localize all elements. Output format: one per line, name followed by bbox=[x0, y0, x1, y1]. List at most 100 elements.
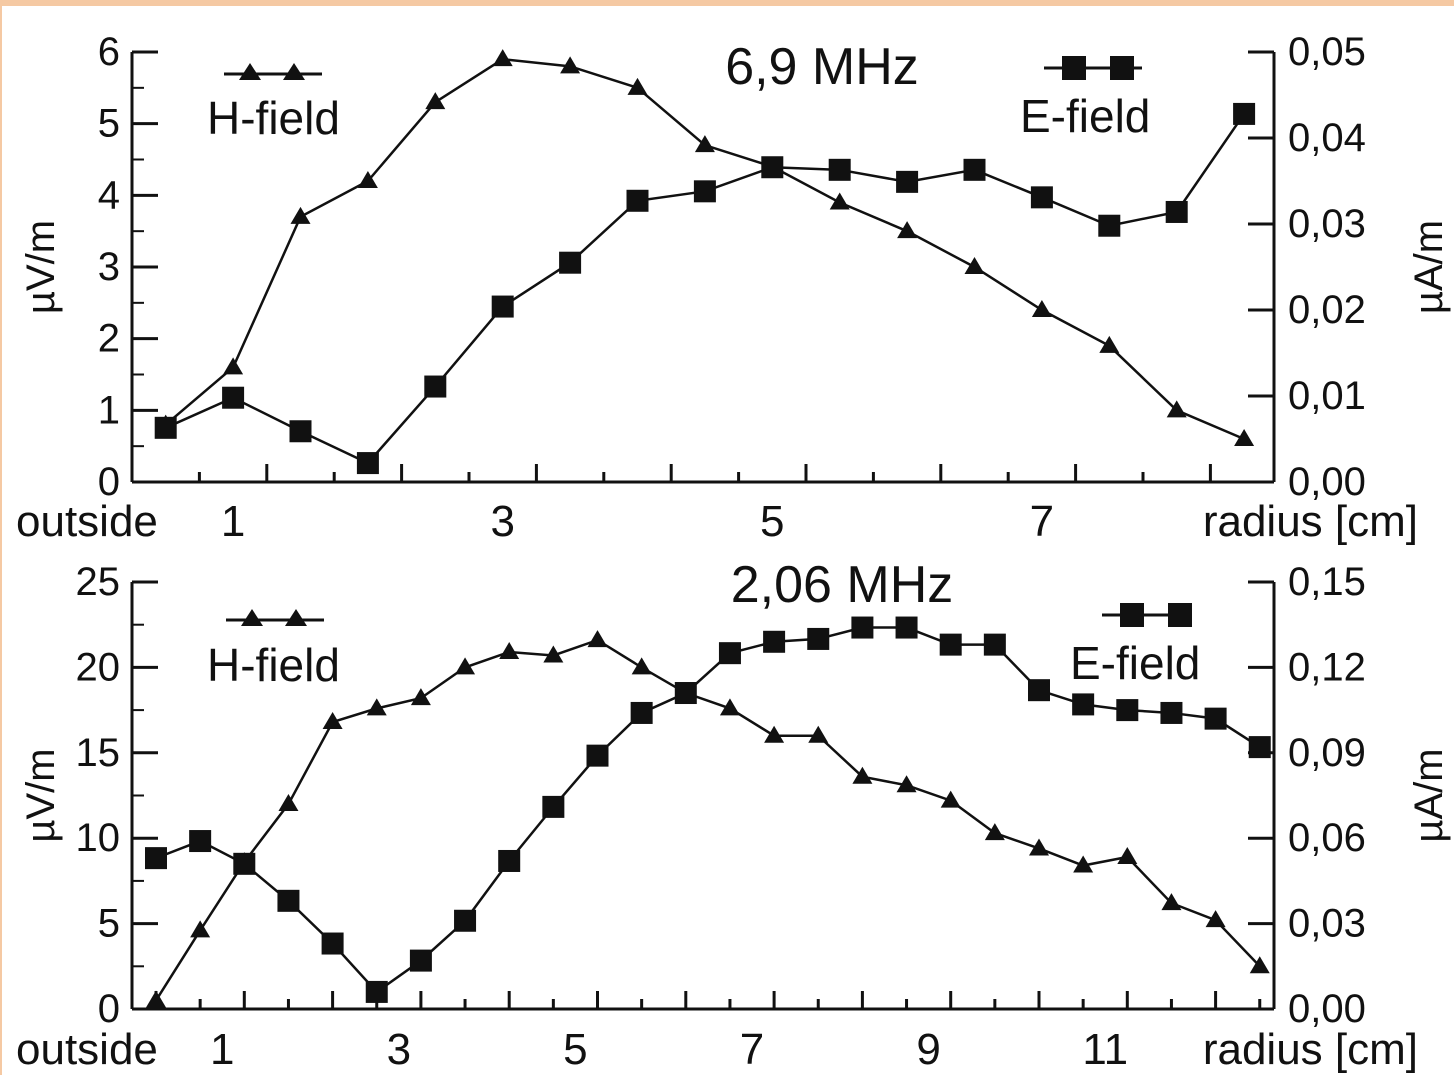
e-field-point bbox=[718, 642, 741, 665]
y-tick-label-left: 2 bbox=[98, 317, 120, 361]
legend-h-label: H-field bbox=[207, 639, 340, 691]
h-field-point bbox=[190, 920, 211, 938]
e-field-point bbox=[321, 932, 344, 955]
x-label-outside: outside bbox=[16, 497, 158, 546]
h-field-point bbox=[694, 135, 715, 153]
legend-h-marker bbox=[241, 609, 263, 626]
y-tick-label-right: 0,02 bbox=[1288, 288, 1366, 332]
h-field-point bbox=[366, 698, 387, 716]
y-tick-label-right: 0,09 bbox=[1288, 731, 1366, 775]
h-field-point bbox=[278, 794, 299, 812]
h-field-point bbox=[1166, 400, 1187, 418]
e-field-point bbox=[424, 375, 447, 398]
y-tick-label-right: 0,12 bbox=[1288, 645, 1366, 689]
e-field-point bbox=[963, 158, 986, 181]
h-field-point bbox=[896, 775, 917, 793]
h-field-point bbox=[627, 77, 648, 95]
y-tick-label-left: 0 bbox=[98, 987, 120, 1031]
chart-panel-2: 05101520250,000,030,060,090,120,15outsid… bbox=[16, 556, 1451, 1074]
y-tick-label-right: 0,06 bbox=[1288, 816, 1366, 860]
y-tick-label-left: 0 bbox=[98, 460, 120, 504]
e-field-point bbox=[356, 452, 379, 475]
h-field-point bbox=[1117, 846, 1138, 864]
y-tick-label-left: 4 bbox=[98, 173, 120, 217]
h-field-point bbox=[587, 630, 608, 648]
e-field-point bbox=[409, 949, 432, 972]
e-field-point bbox=[939, 633, 962, 656]
legend-e-label: E-field bbox=[1020, 90, 1150, 142]
e-field-point bbox=[365, 980, 388, 1003]
e-field-point bbox=[1204, 707, 1227, 730]
h-field-point bbox=[719, 698, 740, 716]
h-field-point bbox=[964, 257, 985, 274]
e-field-point bbox=[222, 386, 245, 409]
y-tick-label-left: 5 bbox=[98, 102, 120, 146]
y-axis-title-left: µV/m bbox=[19, 748, 63, 842]
e-field-point bbox=[1165, 200, 1188, 223]
h-field-point bbox=[410, 688, 431, 706]
e-field-point bbox=[983, 633, 1006, 656]
h-field-point bbox=[146, 990, 166, 1008]
h-field-point bbox=[357, 171, 378, 188]
h-field-point bbox=[1031, 300, 1052, 317]
h-field-point bbox=[455, 657, 476, 675]
legend-e-marker bbox=[1120, 603, 1144, 627]
legend-e-marker bbox=[1168, 603, 1192, 627]
h-field-point bbox=[1073, 855, 1094, 873]
series-line-e-field bbox=[165, 113, 1246, 465]
e-field-point bbox=[763, 630, 786, 653]
h-field-point bbox=[631, 657, 652, 675]
y-axis-title-left: µV/m bbox=[19, 220, 63, 314]
chart-panel-1: 0 1 2 3 4 5 6 0,00 0,01 0,02 0,03 0,04 0,05 outside 1 3… bbox=[16, 30, 1451, 546]
x-tick-label: 9 bbox=[916, 1025, 940, 1074]
y-tick-label-left: 6 bbox=[98, 30, 120, 74]
y-tick-label-right: 0,04 bbox=[1288, 116, 1366, 160]
h-field-point bbox=[322, 712, 343, 730]
h-field-point bbox=[764, 725, 785, 743]
e-field-point bbox=[828, 158, 851, 181]
legend-h-marker bbox=[285, 609, 307, 626]
e-field-point bbox=[189, 830, 212, 853]
h-field-point bbox=[852, 766, 873, 784]
h-field-point bbox=[1234, 429, 1255, 446]
x-tick-label: 1 bbox=[221, 497, 245, 546]
e-field-point bbox=[491, 295, 514, 318]
h-field-point bbox=[223, 357, 244, 375]
legend-h-marker bbox=[239, 63, 261, 80]
legend-e-marker bbox=[1110, 56, 1134, 80]
h-field-point bbox=[560, 56, 581, 74]
h-field-point bbox=[1249, 956, 1270, 974]
y-tick-label-left: 1 bbox=[98, 388, 120, 432]
e-field-point bbox=[559, 251, 582, 274]
e-field-point bbox=[233, 852, 256, 875]
legend-h-marker bbox=[283, 63, 305, 80]
e-field-point bbox=[498, 849, 521, 872]
h-field-point bbox=[829, 192, 850, 210]
y-tick-label-right: 0,00 bbox=[1288, 460, 1366, 504]
x-axis-title: radius [cm] bbox=[1203, 497, 1418, 546]
y-tick-label-left: 5 bbox=[98, 902, 120, 946]
e-field-point bbox=[277, 889, 300, 912]
y-tick-label-right: 0,03 bbox=[1288, 902, 1366, 946]
e-field-point bbox=[626, 189, 649, 212]
e-field-point bbox=[586, 744, 609, 767]
legend-e-label: E-field bbox=[1070, 637, 1200, 689]
y-tick-label-right: 0,05 bbox=[1288, 30, 1366, 74]
e-field-point bbox=[674, 682, 697, 705]
x-tick-label: 3 bbox=[490, 497, 514, 546]
e-field-point bbox=[145, 847, 167, 870]
e-field-point bbox=[154, 416, 177, 439]
x-tick-label: 5 bbox=[563, 1025, 587, 1074]
e-field-point bbox=[1248, 736, 1271, 759]
e-field-point bbox=[1072, 693, 1095, 716]
h-field-point bbox=[1161, 893, 1182, 911]
y-tick-label-right: 0,15 bbox=[1288, 560, 1366, 604]
series-line-h-field bbox=[154, 638, 1261, 1002]
y-tick-label-left: 20 bbox=[76, 645, 121, 689]
y-tick-label-left: 15 bbox=[76, 731, 121, 775]
e-field-point bbox=[807, 627, 830, 650]
y-tick-label-left: 3 bbox=[98, 245, 120, 289]
e-field-point bbox=[1098, 214, 1121, 237]
h-field-point bbox=[984, 823, 1005, 841]
